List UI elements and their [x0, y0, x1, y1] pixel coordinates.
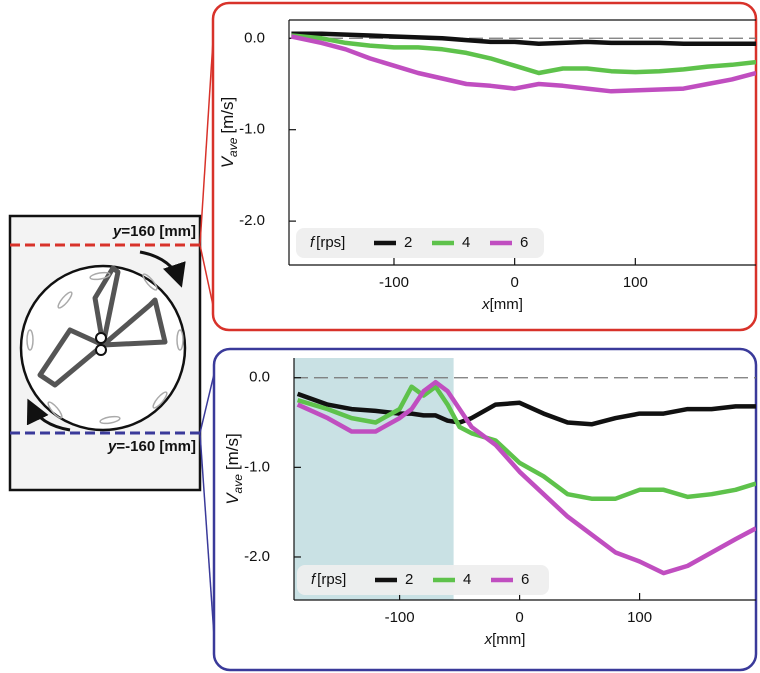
x-tick-label: -100 [379, 274, 409, 291]
series-group [290, 31, 756, 94]
y-axis-label: Vave [m/s] [218, 97, 240, 169]
y-tick-label: -2.0 [244, 548, 270, 565]
legend-label: 6 [521, 571, 529, 588]
y-label-unit: [m/s] [223, 433, 242, 470]
x-tick-label: 100 [627, 609, 652, 626]
chart-frame [211, 1, 758, 332]
label-text: =160 [mm] [121, 223, 196, 240]
data-line [296, 379, 756, 576]
x-label-unit: [mm] [490, 296, 523, 313]
y-tick-label: -1.0 [239, 121, 265, 138]
legend-label: 4 [463, 571, 471, 588]
legend-unit: [rps] [317, 571, 346, 588]
data-line [290, 34, 756, 94]
legend-label: 2 [404, 234, 412, 251]
x-axis-label: x[mm] [481, 296, 523, 313]
shaded-region [294, 358, 454, 600]
series-group [296, 379, 756, 576]
legend-box [296, 228, 544, 258]
legend-box [297, 565, 549, 595]
data-line [296, 384, 756, 501]
x-label-unit: [mm] [492, 631, 525, 648]
x-tick-label: 100 [623, 274, 648, 291]
top-line-label: y=160 [mm] [112, 223, 196, 240]
x-tick-label: 0 [510, 274, 518, 291]
legend-var: f [310, 234, 316, 251]
y-tick-label: 0.0 [249, 369, 270, 386]
y-label-var: V [223, 492, 242, 505]
y-tick-label: -1.0 [244, 458, 270, 475]
chart: 0.0 -1.0 -2.0 -100 0 100 x[mm] Vave [m/s] f [rps] 2… [211, 1, 758, 332]
label-var: y [112, 223, 122, 240]
data-line [291, 31, 756, 47]
legend-unit: [rps] [316, 234, 345, 251]
legend-label: 2 [405, 571, 413, 588]
turbine-diagram: y=160 [mm] y=-160 [mm] [8, 24, 216, 651]
x-label-var: x [481, 296, 490, 313]
legend-title: f [rps] [311, 571, 346, 588]
y-tick-label: 0.0 [244, 29, 265, 46]
x-tick-label: -100 [385, 609, 415, 626]
x-tick-label: 0 [515, 609, 523, 626]
y-tick-label: -2.0 [239, 212, 265, 229]
legend-label: 6 [520, 234, 528, 251]
bottom-line-label: y=-160 [mm] [107, 438, 196, 455]
data-line [291, 33, 756, 76]
y-label-unit: [m/s] [218, 97, 237, 134]
label-var: y [107, 438, 117, 455]
x-axis-label: x[mm] [484, 631, 526, 648]
legend-label: 4 [462, 234, 470, 251]
chart: 0.0 -1.0 -2.0 -100 0 100 x[mm] Vave [m/s] f [rps] 2… [212, 347, 758, 672]
y-label-var: V [218, 155, 237, 168]
y-label-sub: ave [231, 474, 245, 494]
legend-var: f [311, 571, 317, 588]
y-axis-label: Vave [m/s] [223, 433, 245, 505]
x-label-var: x [484, 631, 493, 648]
y-label-sub: ave [226, 137, 240, 157]
legend-title: f [rps] [310, 234, 345, 251]
label-text: =-160 [mm] [116, 438, 196, 455]
